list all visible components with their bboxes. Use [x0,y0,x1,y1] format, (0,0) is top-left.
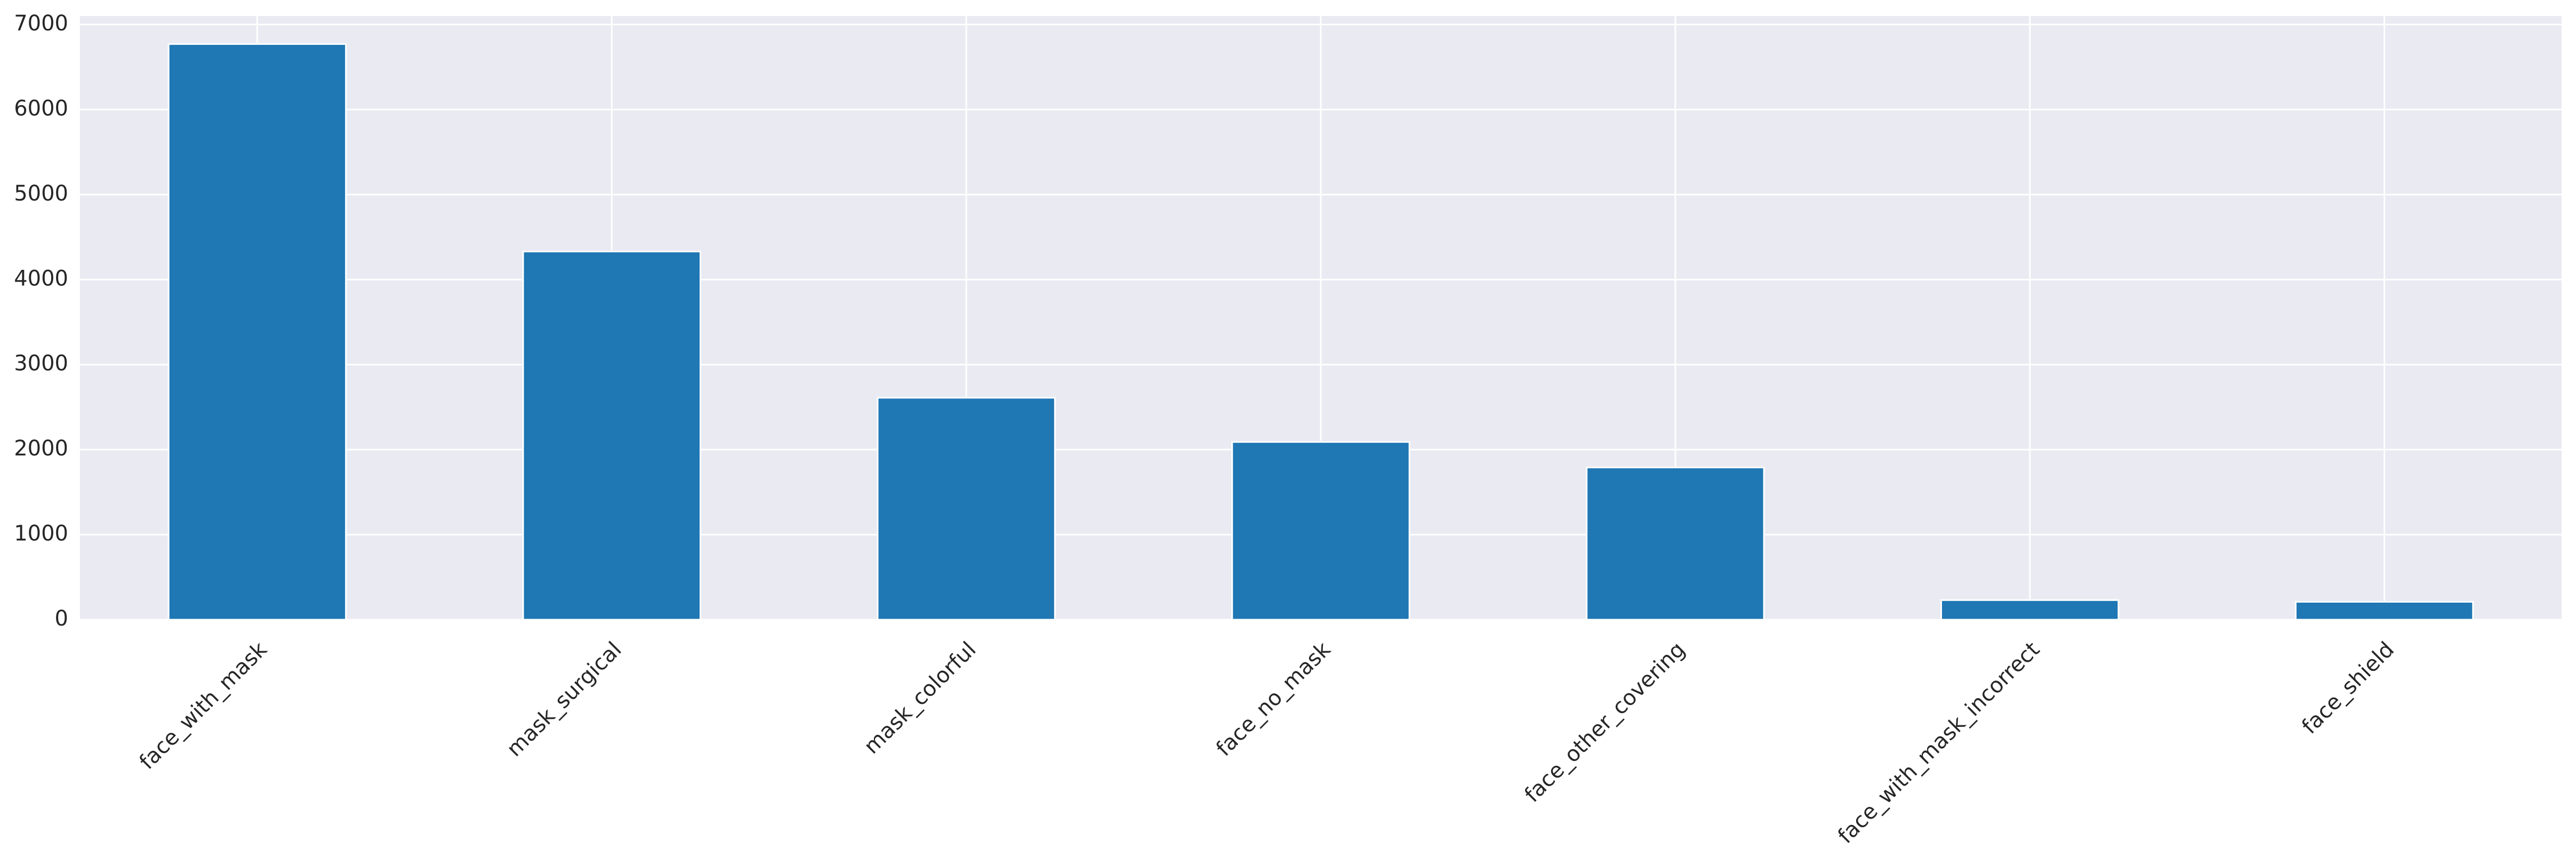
bar-face-other-covering [1586,467,1765,621]
x-tick-label: mask_colorful [860,637,981,759]
y-tick-label: 1000 [14,522,68,546]
bars [167,43,2474,621]
bar-mask-colorful [877,397,1056,621]
y-axis-tick-labels: 0 1000 2000 3000 4000 5000 6000 7000 [14,11,68,631]
x-tick-label: face_with_mask_incorrect [1833,637,2044,847]
bar-face-shield [2294,601,2474,621]
bar-face-with-mask [167,43,347,621]
y-tick-label: 5000 [14,181,68,206]
y-tick-label: 6000 [14,96,68,121]
bar-face-with-mask-incorrect [1940,599,2120,621]
x-tick-label: face_other_covering [1520,637,1690,807]
x-axis-tick-labels: face_with_mask mask_surgical mask_colorful… [135,637,2399,848]
y-tick-label: 2000 [14,436,68,461]
x-tick-label: face_shield [2297,637,2399,739]
x-tick-label: face_no_mask [1211,637,1336,761]
y-tick-label: 3000 [14,351,68,376]
bar-mask-surgical [522,251,701,621]
x-tick-label: face_with_mask [135,637,272,774]
bar-face-no-mask [1231,441,1410,621]
x-tick-label: mask_surgical [502,637,627,762]
y-tick-label: 4000 [14,266,68,291]
y-tick-label: 0 [55,606,68,631]
y-tick-label: 7000 [14,11,68,36]
